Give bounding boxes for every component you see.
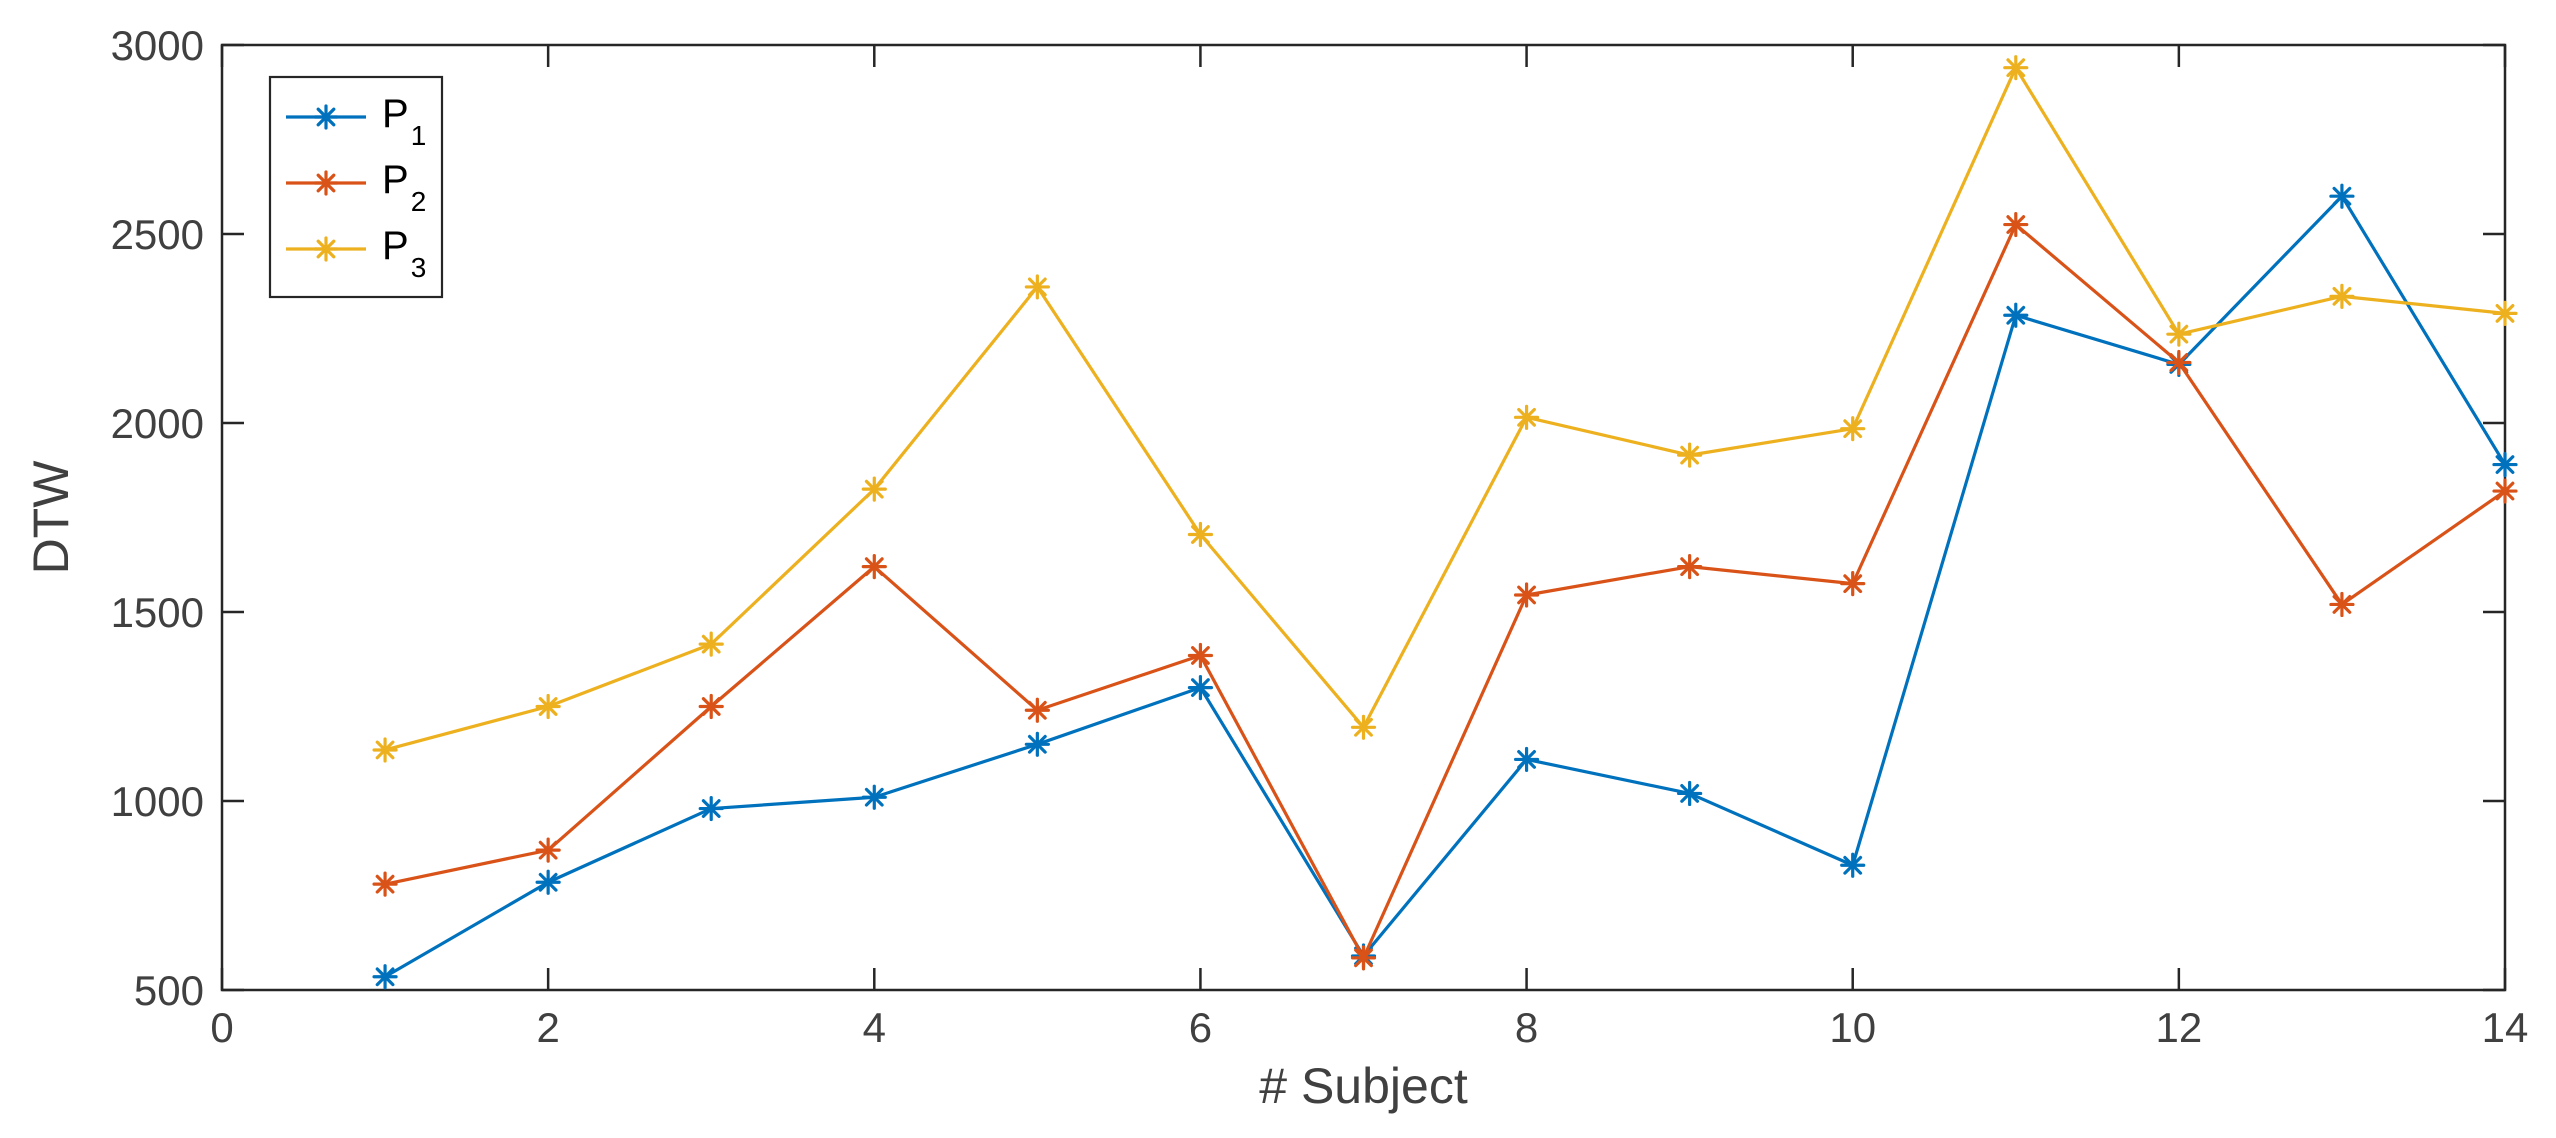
data-point bbox=[372, 737, 398, 763]
x-tick-label: 14 bbox=[2482, 1004, 2529, 1051]
x-tick-label: 0 bbox=[210, 1004, 233, 1051]
y-axis-label: DTW bbox=[23, 460, 79, 575]
data-point bbox=[861, 554, 887, 580]
y-tick-label: 1500 bbox=[111, 589, 204, 636]
data-point bbox=[1677, 780, 1703, 807]
data-point bbox=[1840, 852, 1866, 878]
legend-item-P3: P3 bbox=[286, 224, 426, 283]
data-point bbox=[2166, 349, 2192, 376]
series-line bbox=[384, 66, 2506, 752]
data-point bbox=[861, 784, 887, 810]
data-point bbox=[1840, 416, 1866, 442]
ticks-layer: 0 2 4 6 8 10 12 14 500 1000 1500 2000 2500 3000 bbox=[111, 22, 2529, 1051]
data-point bbox=[2166, 321, 2192, 347]
y-tick-label: 2000 bbox=[111, 400, 204, 447]
legend-box bbox=[268, 75, 444, 299]
data-point bbox=[1513, 746, 1540, 773]
data-point bbox=[1350, 714, 1377, 740]
data-point bbox=[2003, 211, 2029, 238]
data-point bbox=[1187, 642, 1214, 669]
y-tick-label: 500 bbox=[134, 967, 204, 1014]
x-tick-label: 4 bbox=[863, 1004, 886, 1051]
data-point bbox=[535, 837, 561, 863]
plot-area bbox=[220, 43, 2507, 992]
x-tick-label: 6 bbox=[1189, 1004, 1212, 1051]
legend-marker bbox=[313, 104, 339, 130]
y-tick-label: 1000 bbox=[111, 778, 204, 825]
legend-label: P1 bbox=[382, 92, 426, 151]
data-point bbox=[535, 869, 561, 895]
data-point bbox=[535, 693, 561, 720]
series-layer bbox=[372, 55, 2518, 990]
data-point bbox=[1513, 582, 1540, 608]
data-point bbox=[2492, 478, 2518, 504]
plot-frame bbox=[220, 43, 2507, 992]
legend-label: P3 bbox=[382, 224, 426, 283]
legend-label: P2 bbox=[382, 158, 426, 217]
data-point bbox=[1187, 521, 1214, 548]
data-point bbox=[1513, 404, 1540, 430]
y-tick-label: 2500 bbox=[111, 211, 204, 258]
data-point bbox=[372, 964, 398, 990]
x-tick-label: 2 bbox=[536, 1004, 559, 1051]
data-point bbox=[2329, 183, 2355, 209]
data-point bbox=[861, 476, 887, 502]
data-point bbox=[2003, 55, 2029, 81]
data-point bbox=[1350, 945, 1377, 971]
series-P2 bbox=[372, 211, 2518, 971]
data-point bbox=[2492, 451, 2518, 478]
legend-marker bbox=[313, 236, 339, 262]
data-point bbox=[1677, 554, 1703, 580]
legend: P1 P2 P3 bbox=[268, 75, 444, 299]
data-point bbox=[1024, 697, 1050, 723]
data-point bbox=[372, 871, 398, 897]
x-tick-label: 12 bbox=[2155, 1004, 2202, 1051]
data-point bbox=[1024, 731, 1050, 757]
series-P1 bbox=[372, 183, 2518, 990]
data-point bbox=[1024, 274, 1050, 300]
y-tick-label: 3000 bbox=[111, 22, 204, 69]
legend-marker bbox=[313, 170, 339, 196]
data-point bbox=[2492, 300, 2518, 326]
data-point bbox=[698, 631, 724, 657]
data-point bbox=[1677, 442, 1703, 468]
legend-item-P2: P2 bbox=[286, 158, 426, 217]
x-tick-label: 8 bbox=[1515, 1004, 1538, 1051]
data-point bbox=[2329, 283, 2355, 309]
x-tick-label: 10 bbox=[1829, 1004, 1876, 1051]
series-line bbox=[384, 194, 2507, 979]
data-point bbox=[2329, 591, 2355, 618]
series-line bbox=[384, 222, 2506, 960]
data-point bbox=[1840, 571, 1866, 597]
data-point bbox=[698, 693, 724, 720]
data-point bbox=[698, 795, 724, 822]
x-axis-label: # Subject bbox=[1259, 1058, 1468, 1114]
series-P3 bbox=[372, 55, 2518, 763]
data-point bbox=[2003, 302, 2029, 328]
data-point bbox=[1187, 674, 1214, 701]
legend-item-P1: P1 bbox=[286, 92, 426, 151]
